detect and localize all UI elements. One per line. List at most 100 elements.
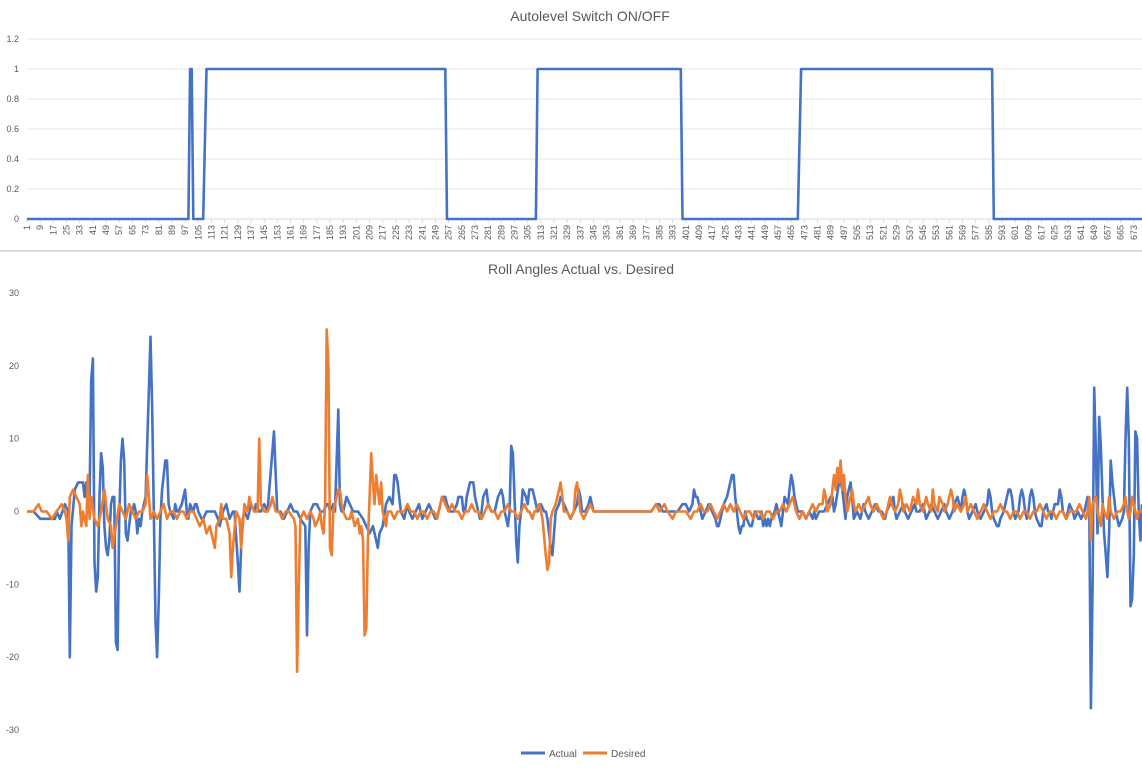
x-tick-label: 73 xyxy=(141,225,151,235)
x-tick-label: 513 xyxy=(865,225,875,240)
series-line-0 xyxy=(27,67,1142,221)
x-tick-label: 601 xyxy=(1010,225,1020,240)
x-tick-label: 177 xyxy=(312,225,322,240)
x-tick-label: 9 xyxy=(35,225,45,230)
x-tick-label: 401 xyxy=(681,225,691,240)
x-tick-label: 337 xyxy=(575,225,585,240)
x-tick-label: 313 xyxy=(536,225,546,240)
x-tick-label: 585 xyxy=(984,225,994,240)
x-tick-label: 57 xyxy=(114,225,124,235)
x-tick-label: 465 xyxy=(786,225,796,240)
x-tick-label: 169 xyxy=(299,225,309,240)
x-tick-label: 145 xyxy=(259,225,269,240)
x-tick-label: 393 xyxy=(668,225,678,240)
x-tick-label: 113 xyxy=(206,225,216,239)
x-tick-label: 89 xyxy=(167,225,177,235)
x-tick-label: 225 xyxy=(391,225,401,240)
x-tick-label: 137 xyxy=(246,225,256,240)
y-tick-label: 0.4 xyxy=(6,154,19,164)
x-tick-label: 545 xyxy=(918,225,928,240)
x-tick-label: 473 xyxy=(799,225,809,240)
x-tick-label: 417 xyxy=(707,225,717,240)
x-tick-label: 321 xyxy=(549,225,559,240)
x-tick-label: 505 xyxy=(852,225,862,240)
x-tick-label: 249 xyxy=(430,225,440,240)
x-tick-label: 41 xyxy=(88,225,98,235)
x-tick-label: 345 xyxy=(589,225,599,240)
x-tick-label: 81 xyxy=(154,225,164,235)
x-tick-label: 329 xyxy=(562,225,572,240)
x-tick-label: 209 xyxy=(365,225,375,240)
x-tick-label: 241 xyxy=(417,225,427,240)
x-tick-label: 217 xyxy=(378,225,388,240)
x-tick-label: 673 xyxy=(1129,225,1139,240)
x-tick-label: 433 xyxy=(733,225,743,240)
x-tick-label: 609 xyxy=(1023,225,1033,240)
roll-angles-chart-title: Roll Angles Actual vs. Desired xyxy=(488,261,674,277)
x-tick-label: 265 xyxy=(457,225,467,240)
x-tick-label: 361 xyxy=(615,225,625,240)
x-tick-label: 633 xyxy=(1063,225,1073,240)
x-tick-label: 497 xyxy=(839,225,849,240)
x-tick-label: 289 xyxy=(496,225,506,240)
x-tick-label: 425 xyxy=(720,225,730,240)
x-tick-label: 193 xyxy=(338,225,348,240)
x-tick-label: 353 xyxy=(602,225,612,240)
x-tick-label: 409 xyxy=(694,225,704,240)
y-tick-label: 20 xyxy=(9,361,19,371)
y-tick-label: 0.2 xyxy=(6,184,19,194)
y-tick-label: 0 xyxy=(14,507,19,517)
y-tick-label: 0.8 xyxy=(6,94,19,104)
x-tick-label: 369 xyxy=(628,225,638,240)
x-tick-label: 537 xyxy=(905,225,915,240)
legend-label-actual: Actual xyxy=(549,749,577,760)
x-tick-label: 305 xyxy=(523,225,533,240)
x-tick-label: 105 xyxy=(193,225,203,240)
x-tick-label: 377 xyxy=(641,225,651,240)
x-tick-label: 161 xyxy=(286,225,296,240)
x-tick-label: 457 xyxy=(773,225,783,240)
x-tick-label: 649 xyxy=(1089,225,1099,240)
x-tick-label: 385 xyxy=(654,225,664,240)
x-tick-label: 441 xyxy=(747,225,757,240)
x-tick-label: 121 xyxy=(220,225,230,240)
chart-divider xyxy=(0,250,1142,252)
x-tick-label: 1 xyxy=(22,225,32,230)
y-tick-label: 0.6 xyxy=(6,124,19,134)
series-line-desired xyxy=(27,328,1142,674)
y-tick-label: -30 xyxy=(6,725,19,735)
y-tick-label: 1.2 xyxy=(6,34,19,44)
x-tick-label: 273 xyxy=(470,225,480,240)
y-tick-label: 1 xyxy=(14,64,19,74)
x-tick-label: 97 xyxy=(180,225,190,235)
autolevel-chart: Autolevel Switch ON/OFF 0 0.2 0.4 0.6 0.8 1 1.… xyxy=(0,0,1142,250)
x-tick-label: 569 xyxy=(957,225,967,240)
x-tick-label: 449 xyxy=(760,225,770,240)
y-tick-label: 10 xyxy=(9,434,19,444)
x-tick-label: 593 xyxy=(997,225,1007,240)
x-tick-label: 481 xyxy=(813,225,823,240)
y-tick-label: -20 xyxy=(6,652,19,662)
x-tick-label: 185 xyxy=(325,225,335,240)
x-tick-label: 665 xyxy=(1116,225,1126,240)
y-tick-label: 0 xyxy=(14,214,19,224)
x-tick-label: 33 xyxy=(75,225,85,235)
x-tick-label: 201 xyxy=(351,225,361,240)
y-tick-label: 30 xyxy=(9,288,19,298)
roll-angles-chart-svg: Roll Angles Actual vs. Desired -30 -20 -10… xyxy=(6,261,1142,760)
x-tick-label: 529 xyxy=(892,225,902,240)
autolevel-chart-svg: Autolevel Switch ON/OFF 0 0.2 0.4 0.6 0.8 1 1.… xyxy=(6,8,1142,240)
x-tick-label: 561 xyxy=(944,225,954,240)
x-tick-label: 257 xyxy=(444,225,454,240)
x-tick-label: 129 xyxy=(233,225,243,240)
x-tick-label: 553 xyxy=(931,225,941,240)
x-tick-label: 489 xyxy=(826,225,836,240)
x-tick-label: 49 xyxy=(101,225,111,235)
x-tick-label: 297 xyxy=(510,225,520,240)
x-tick-label: 577 xyxy=(971,225,981,240)
x-tick-label: 657 xyxy=(1102,225,1112,240)
legend-label-desired: Desired xyxy=(611,749,645,760)
x-tick-label: 617 xyxy=(1037,225,1047,240)
x-tick-label: 521 xyxy=(878,225,888,240)
autolevel-chart-title: Autolevel Switch ON/OFF xyxy=(510,8,670,24)
